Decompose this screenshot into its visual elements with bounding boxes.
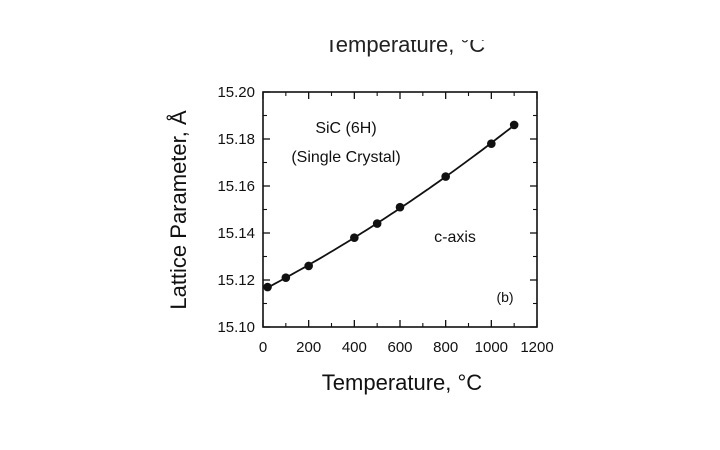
- data-point: [487, 139, 496, 148]
- x-tick-label: 0: [259, 339, 267, 356]
- data-point: [281, 273, 291, 282]
- y-tick-label: 15.16: [217, 178, 255, 195]
- y-tick-label: 15.10: [217, 319, 255, 336]
- annotation-sic-6h: SiC (6H): [315, 120, 376, 137]
- y-axis-ticks: 15.10 15.12 15.14 15.16 15.18 15.20: [217, 84, 537, 336]
- x-tick-label: 1200: [520, 339, 553, 356]
- data-points: [263, 120, 519, 292]
- top-crop-mask: [0, 0, 720, 40]
- data-point: [441, 172, 450, 181]
- annotation-c-axis: c-axis: [434, 229, 476, 246]
- y-tick-label: 15.20: [217, 84, 255, 101]
- y-axis-title: Lattice Parameter, Å: [166, 110, 191, 310]
- y-tick-label: 15.12: [217, 272, 255, 289]
- x-axis-ticks: 0 200 400 600 800 1000 1200: [259, 92, 554, 356]
- y-tick-label: 15.14: [217, 225, 255, 242]
- data-point: [304, 261, 313, 271]
- data-point: [395, 202, 405, 212]
- data-point: [509, 120, 519, 130]
- data-point: [372, 219, 382, 228]
- x-tick-label: 200: [296, 339, 321, 356]
- x-tick-label: 800: [433, 339, 458, 356]
- x-tick-label: 400: [342, 339, 367, 356]
- x-tick-label: 1000: [475, 339, 508, 356]
- data-point: [350, 233, 359, 242]
- x-tick-label: 600: [387, 339, 412, 356]
- annotation-panel-b: (b): [496, 289, 513, 305]
- annotation-single-crystal: (Single Crystal): [291, 149, 400, 166]
- data-point: [263, 282, 272, 292]
- x-axis-title: Temperature, °C: [322, 370, 483, 395]
- y-tick-label: 15.18: [217, 131, 255, 148]
